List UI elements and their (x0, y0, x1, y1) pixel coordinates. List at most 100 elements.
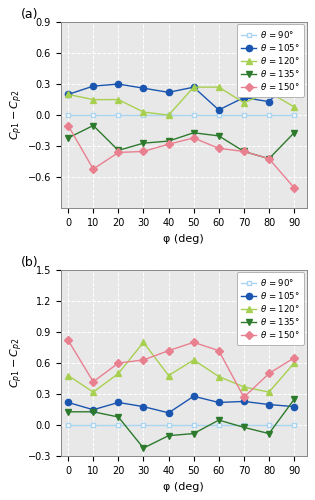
$\it{\theta}$ = 90° (267, 112, 271, 118)
$\it{\theta}$ = 90° (117, 422, 120, 428)
$\it{\theta}$ = 120° (242, 100, 246, 105)
$\it{\theta}$ = 120° (66, 372, 70, 378)
$\it{\theta}$ = 120° (292, 104, 296, 110)
$\it{\theta}$ = 90° (117, 112, 120, 118)
Legend: $\it{\theta}$ = 90°, $\it{\theta}$ = 105°, $\it{\theta}$ = 120°, $\it{\theta}$ =: $\it{\theta}$ = 90°, $\it{\theta}$ = 105… (237, 272, 304, 344)
$\it{\theta}$ = 120° (141, 340, 145, 345)
$\it{\theta}$ = 150° (242, 394, 246, 400)
$\it{\theta}$ = 120° (217, 374, 221, 380)
$\it{\theta}$ = 105° (292, 404, 296, 409)
$\it{\theta}$ = 90° (242, 422, 246, 428)
$\it{\theta}$ = 90° (167, 422, 170, 428)
$\it{\theta}$ = 150° (66, 338, 70, 344)
Y-axis label: $C_{p1} - C_{p2}$: $C_{p1} - C_{p2}$ (8, 338, 25, 388)
$\it{\theta}$ = 150° (117, 150, 120, 156)
$\it{\theta}$ = 135° (167, 432, 170, 438)
$\it{\theta}$ = 135° (292, 396, 296, 402)
$\it{\theta}$ = 90° (292, 422, 296, 428)
$\it{\theta}$ = 120° (117, 370, 120, 376)
$\it{\theta}$ = 150° (242, 148, 246, 154)
$\it{\theta}$ = 150° (117, 360, 120, 366)
$\it{\theta}$ = 150° (141, 148, 145, 154)
$\it{\theta}$ = 120° (117, 96, 120, 102)
$\it{\theta}$ = 135° (167, 138, 170, 144)
$\it{\theta}$ = 105° (217, 400, 221, 406)
Text: (a): (a) (21, 8, 39, 21)
$\it{\theta}$ = 135° (217, 417, 221, 423)
$\it{\theta}$ = 105° (141, 85, 145, 91)
$\it{\theta}$ = 120° (267, 389, 271, 395)
$\it{\theta}$ = 90° (66, 112, 70, 118)
Line: $\it{\theta}$ = 150°: $\it{\theta}$ = 150° (65, 337, 297, 400)
$\it{\theta}$ = 135° (292, 130, 296, 136)
$\it{\theta}$ = 90° (91, 422, 95, 428)
$\it{\theta}$ = 135° (141, 445, 145, 451)
$\it{\theta}$ = 135° (117, 148, 120, 154)
$\it{\theta}$ = 90° (141, 422, 145, 428)
$\it{\theta}$ = 120° (192, 357, 196, 363)
$\it{\theta}$ = 90° (66, 422, 70, 428)
$\it{\theta}$ = 135° (192, 430, 196, 436)
$\it{\theta}$ = 135° (242, 148, 246, 154)
Text: (b): (b) (21, 256, 39, 269)
Line: $\it{\theta}$ = 120°: $\it{\theta}$ = 120° (65, 84, 297, 118)
$\it{\theta}$ = 105° (292, 73, 296, 79)
Legend: $\it{\theta}$ = 90°, $\it{\theta}$ = 105°, $\it{\theta}$ = 120°, $\it{\theta}$ =: $\it{\theta}$ = 90°, $\it{\theta}$ = 105… (237, 24, 304, 97)
$\it{\theta}$ = 150° (267, 370, 271, 376)
$\it{\theta}$ = 135° (217, 133, 221, 139)
$\it{\theta}$ = 105° (217, 107, 221, 113)
Line: $\it{\theta}$ = 120°: $\it{\theta}$ = 120° (65, 339, 297, 395)
$\it{\theta}$ = 150° (292, 184, 296, 190)
Line: $\it{\theta}$ = 105°: $\it{\theta}$ = 105° (65, 393, 297, 416)
$\it{\theta}$ = 150° (66, 122, 70, 128)
$\it{\theta}$ = 120° (91, 96, 95, 102)
Line: $\it{\theta}$ = 90°: $\it{\theta}$ = 90° (66, 112, 296, 117)
$\it{\theta}$ = 90° (91, 112, 95, 118)
Y-axis label: $C_{p1} - C_{p2}$: $C_{p1} - C_{p2}$ (8, 90, 25, 140)
$\it{\theta}$ = 90° (267, 422, 271, 428)
$\it{\theta}$ = 120° (217, 84, 221, 90)
$\it{\theta}$ = 135° (91, 409, 95, 415)
$\it{\theta}$ = 135° (267, 430, 271, 436)
$\it{\theta}$ = 135° (66, 409, 70, 415)
$\it{\theta}$ = 105° (117, 81, 120, 87)
X-axis label: φ (deg): φ (deg) (163, 234, 204, 244)
$\it{\theta}$ = 150° (267, 156, 271, 162)
$\it{\theta}$ = 90° (141, 112, 145, 118)
$\it{\theta}$ = 90° (242, 112, 246, 118)
Line: $\it{\theta}$ = 105°: $\it{\theta}$ = 105° (65, 72, 297, 113)
$\it{\theta}$ = 105° (91, 83, 95, 89)
$\it{\theta}$ = 105° (192, 393, 196, 399)
$\it{\theta}$ = 135° (66, 135, 70, 141)
$\it{\theta}$ = 120° (292, 360, 296, 366)
$\it{\theta}$ = 135° (242, 424, 246, 430)
$\it{\theta}$ = 90° (167, 112, 170, 118)
Line: $\it{\theta}$ = 135°: $\it{\theta}$ = 135° (65, 396, 297, 451)
$\it{\theta}$ = 105° (167, 90, 170, 96)
$\it{\theta}$ = 90° (192, 422, 196, 428)
$\it{\theta}$ = 120° (141, 109, 145, 115)
$\it{\theta}$ = 150° (217, 146, 221, 152)
$\it{\theta}$ = 120° (66, 92, 70, 98)
$\it{\theta}$ = 105° (267, 98, 271, 104)
$\it{\theta}$ = 105° (192, 84, 196, 90)
$\it{\theta}$ = 150° (167, 348, 170, 354)
$\it{\theta}$ = 120° (167, 372, 170, 378)
$\it{\theta}$ = 90° (192, 112, 196, 118)
$\it{\theta}$ = 135° (267, 156, 271, 162)
$\it{\theta}$ = 150° (91, 378, 95, 384)
$\it{\theta}$ = 120° (167, 112, 170, 118)
$\it{\theta}$ = 120° (242, 384, 246, 390)
$\it{\theta}$ = 150° (217, 348, 221, 354)
$\it{\theta}$ = 150° (141, 357, 145, 363)
$\it{\theta}$ = 150° (192, 340, 196, 345)
$\it{\theta}$ = 120° (91, 389, 95, 395)
$\it{\theta}$ = 90° (217, 112, 221, 118)
$\it{\theta}$ = 90° (292, 112, 296, 118)
$\it{\theta}$ = 105° (91, 406, 95, 412)
$\it{\theta}$ = 120° (192, 84, 196, 90)
$\it{\theta}$ = 150° (192, 135, 196, 141)
$\it{\theta}$ = 135° (117, 414, 120, 420)
$\it{\theta}$ = 135° (91, 122, 95, 128)
$\it{\theta}$ = 120° (267, 90, 271, 96)
